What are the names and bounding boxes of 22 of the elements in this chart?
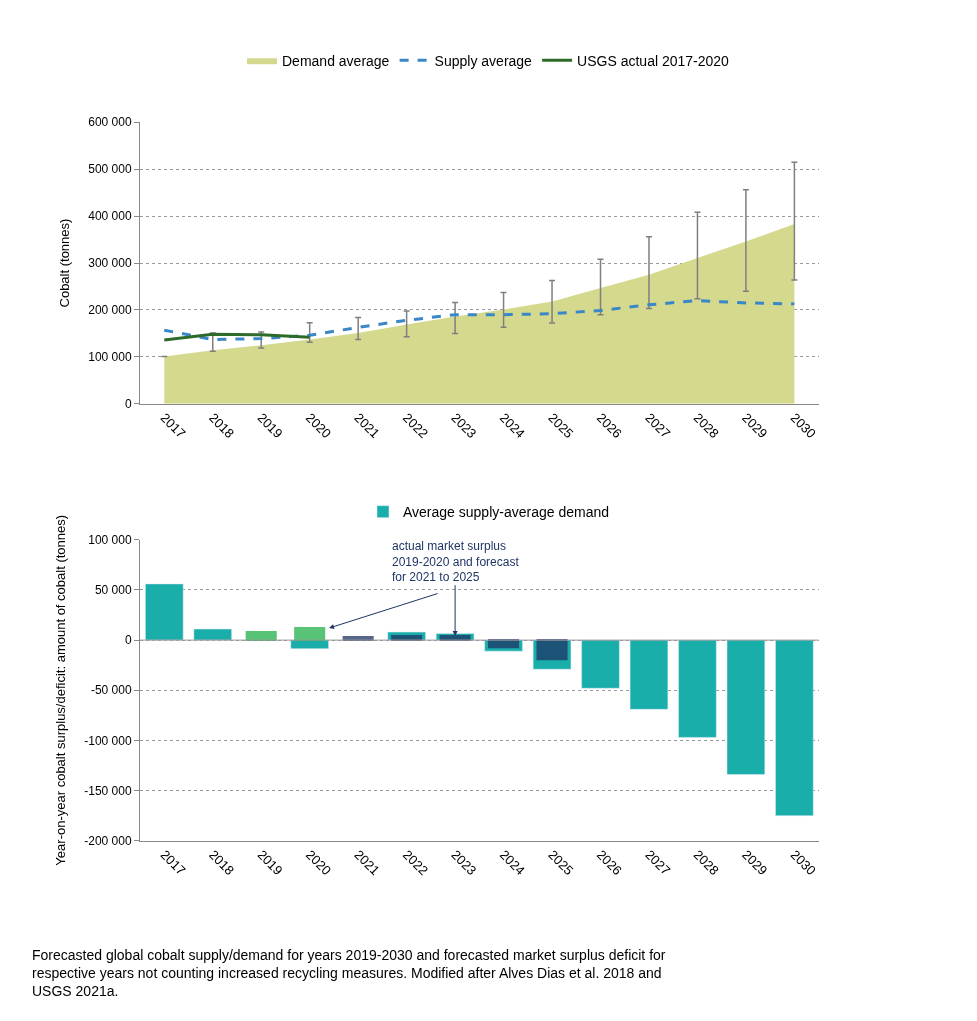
y-tick-label: -50 000: [90, 683, 132, 698]
y-tick-label: 50 000: [94, 583, 132, 598]
text: Forecasted global cobalt supply/demand for years 2019-2030 and forecasted market surplus deficit for respective years not counting increased recycling measures. Modified after Alves Dias et al. 2018 and USGS 2021a.: [32, 947, 666, 1000]
y-tick-label: 500 000: [88, 162, 132, 177]
y-tick-label: 0: [124, 397, 132, 412]
y-tick-label: 0: [124, 633, 132, 648]
y-tick-label: 300 000: [88, 256, 132, 271]
y-tick-label: 600 000: [88, 115, 132, 130]
y-tick-label: 400 000: [88, 209, 132, 224]
legend-label: Average supply-average demand: [403, 504, 609, 521]
legend-label: Supply average: [434, 52, 533, 69]
y-axis-title: Cobalt (tonnes): [57, 218, 73, 308]
y-tick-label: 100 000: [88, 350, 132, 365]
legend-label: USGS actual 2017-2020: [577, 52, 730, 69]
y-tick-label: -200 000: [84, 833, 132, 848]
y-tick-label: -150 000: [84, 783, 132, 798]
legend-label: Demand average: [282, 52, 390, 69]
y-tick-label: -100 000: [84, 733, 132, 748]
y-tick-label: 100 000: [88, 532, 132, 547]
annotation: actual market surplus 2019-2020 and forecast for 2021 to 2025: [392, 539, 520, 585]
y-tick-label: 200 000: [88, 303, 132, 318]
y-axis-title: Year-on-year cobalt surplus/deficit: amount of cobalt (tonnes): [53, 514, 69, 866]
